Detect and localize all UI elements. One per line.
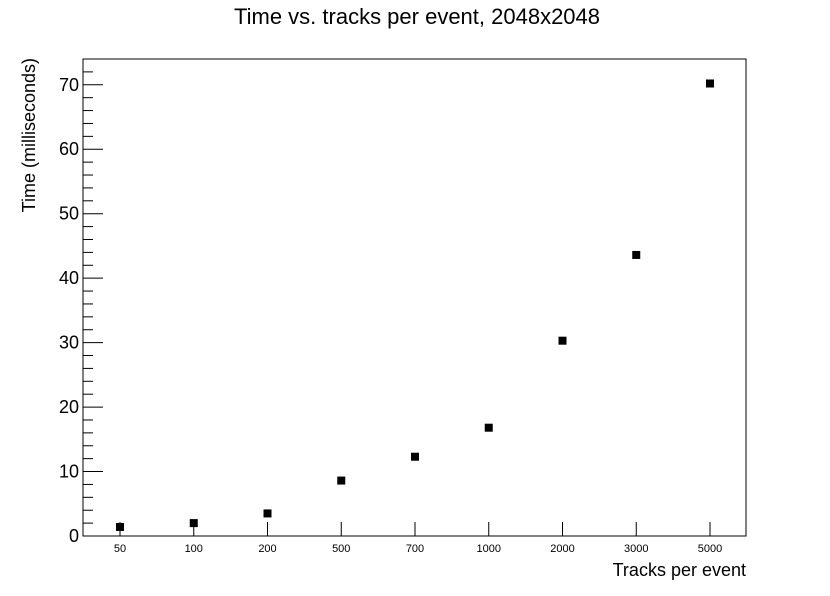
y-axis: 0 10 20 30 40 50 60 70: [59, 58, 103, 546]
x-tick-label: 50: [114, 543, 126, 555]
y-axis-label: Time (milliseconds): [19, 58, 39, 212]
y-tick-label: 30: [59, 333, 79, 353]
data-point: [558, 336, 567, 345]
x-tick-label: 3000: [624, 543, 648, 555]
y-tick-label: 0: [69, 526, 79, 546]
x-tick-label: 2000: [550, 543, 574, 555]
x-tick-label: 700: [406, 543, 424, 555]
chart-title: Time vs. tracks per event, 2048x2048: [234, 4, 600, 29]
data-point: [484, 423, 493, 432]
x-tick-label: 1000: [477, 543, 501, 555]
y-tick-label: 10: [59, 462, 79, 482]
plot-border: [82, 58, 747, 537]
y-tick-label: 20: [59, 397, 79, 417]
y-tick-label: 40: [59, 268, 79, 288]
data-points: [116, 79, 714, 531]
x-axis: 50 100 200 500 700 1000 2000 3000 5000: [114, 522, 722, 555]
data-point: [337, 476, 346, 485]
data-point: [189, 519, 198, 528]
x-tick-label: 500: [332, 543, 350, 555]
data-point: [411, 452, 419, 461]
y-tick-label: 60: [59, 139, 79, 159]
y-tick-label: 50: [59, 204, 79, 224]
x-tick-label: 200: [258, 543, 276, 555]
x-axis-label: Tracks per event: [613, 560, 746, 580]
y-tick-label: 70: [59, 75, 79, 95]
plot-frame: [82, 58, 747, 537]
x-tick-label: 5000: [698, 543, 722, 555]
data-point: [263, 509, 272, 518]
data-point: [116, 522, 124, 531]
x-tick-label: 100: [185, 543, 203, 555]
data-point: [706, 79, 714, 88]
data-point: [632, 250, 641, 259]
